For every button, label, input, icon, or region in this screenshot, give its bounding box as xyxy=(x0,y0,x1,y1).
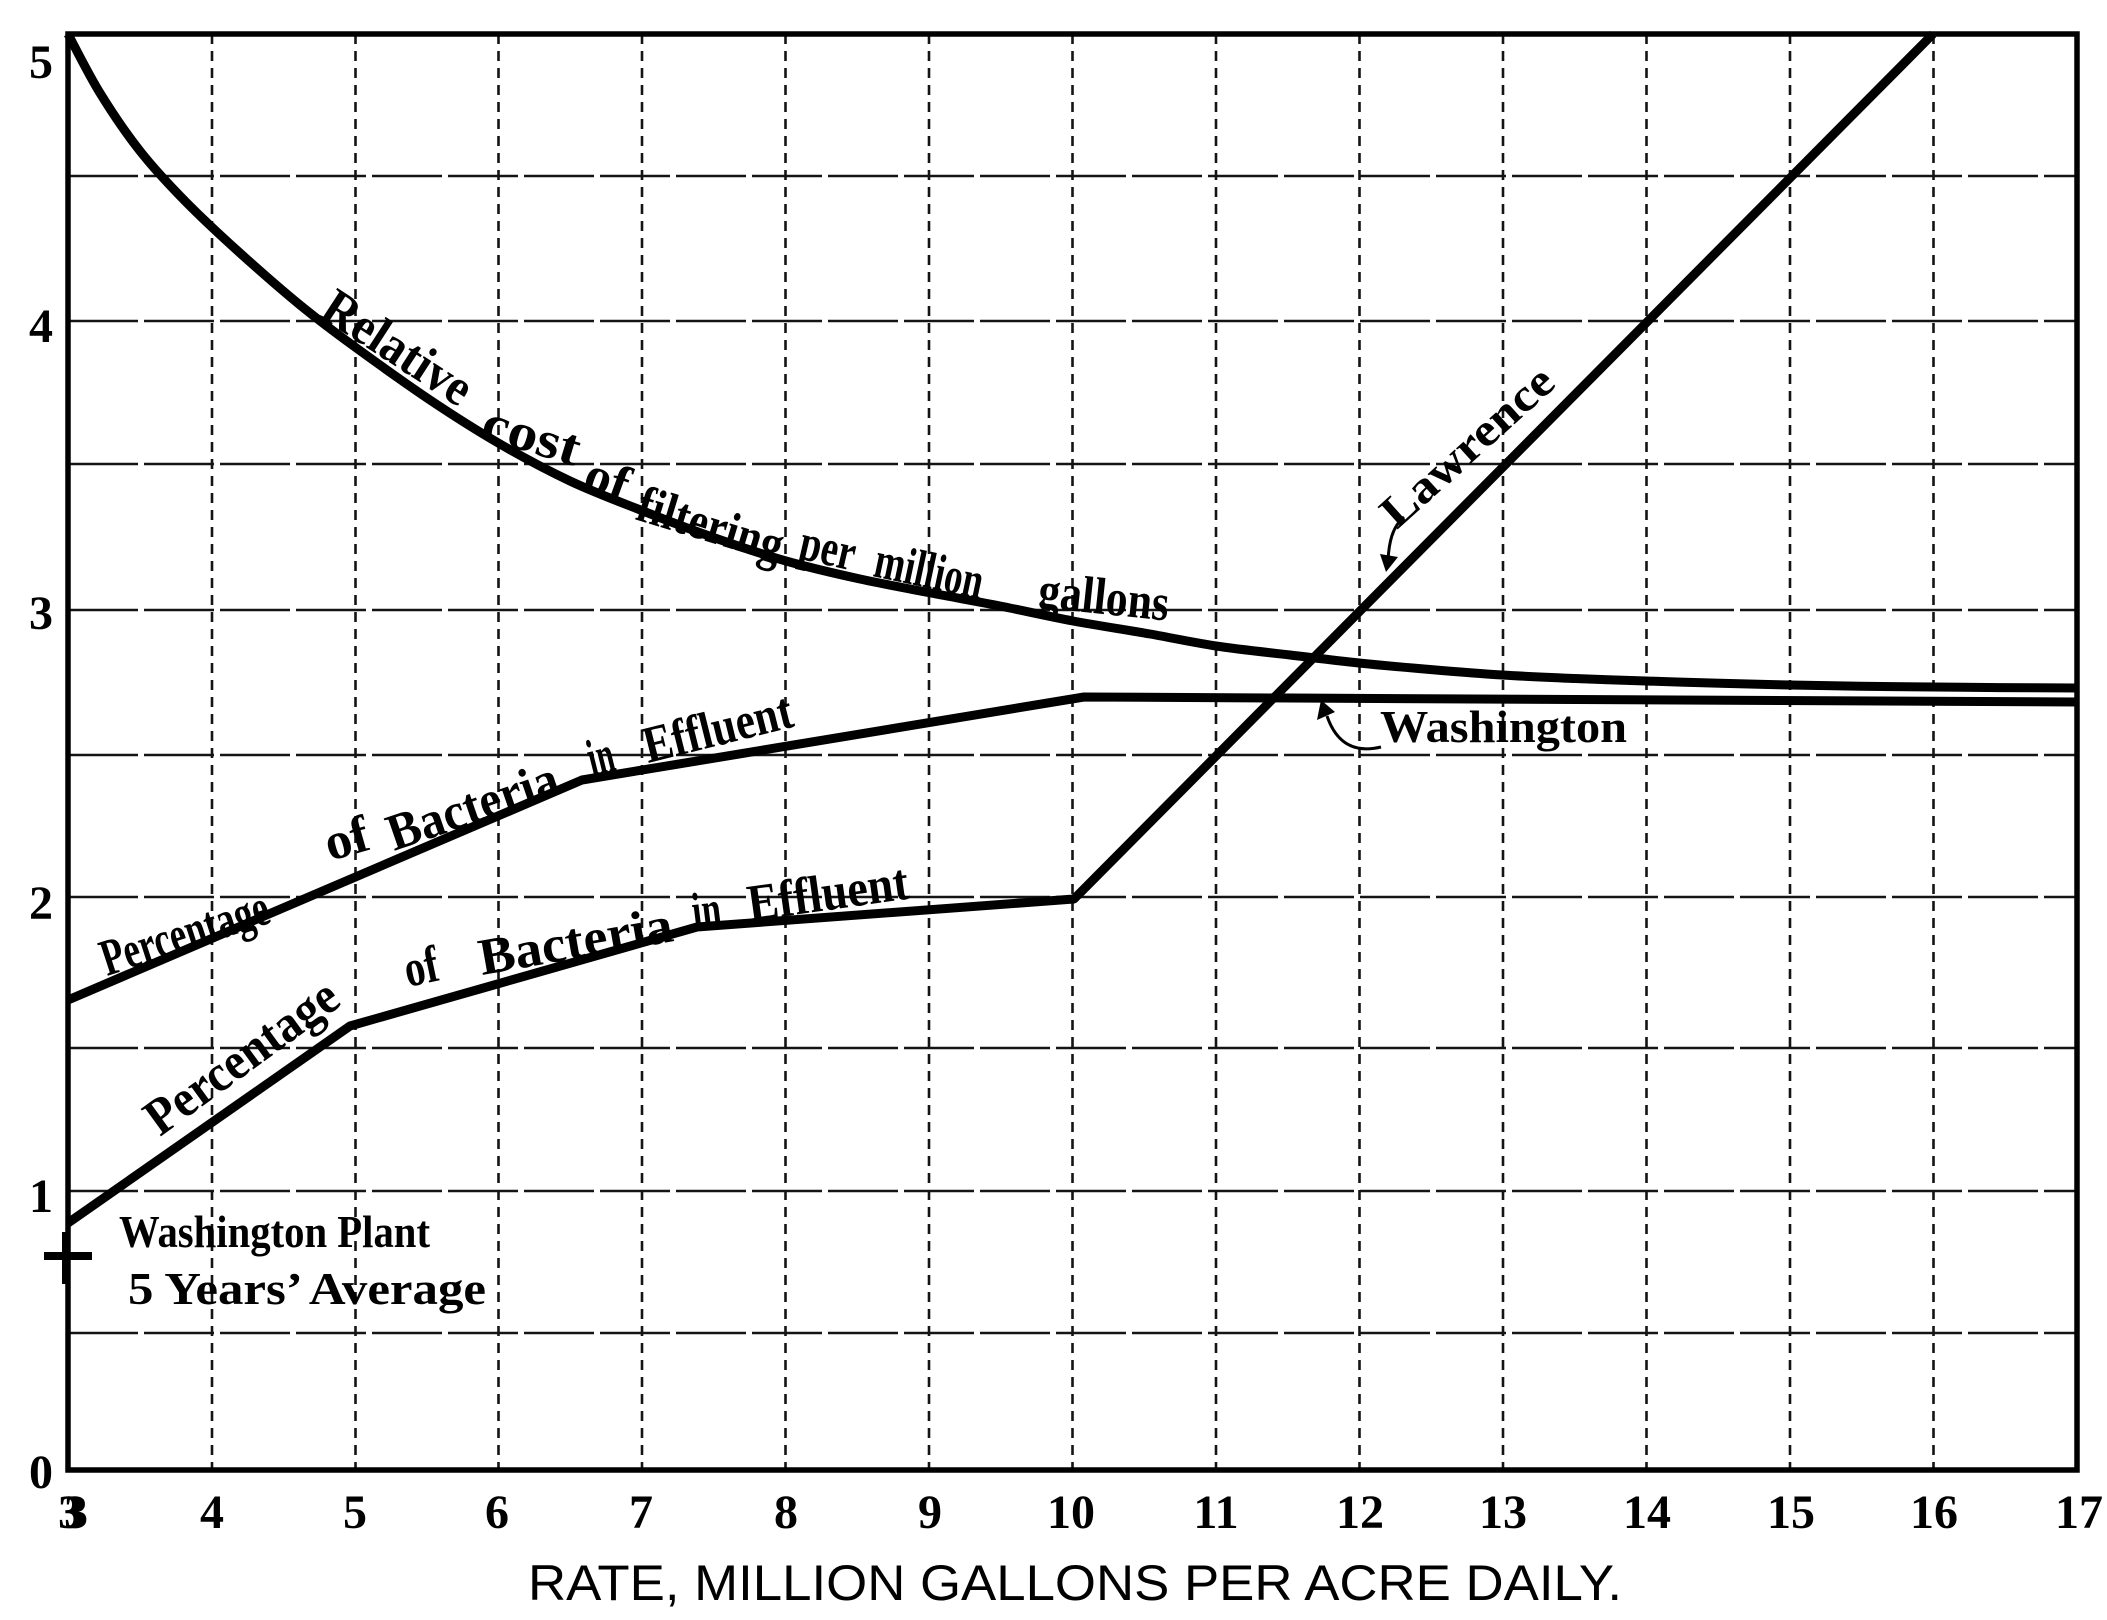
svg-text:Washington: Washington xyxy=(1380,701,1627,752)
svg-text:5: 5 xyxy=(343,1486,367,1539)
svg-text:10: 10 xyxy=(1047,1486,1095,1539)
svg-text:4: 4 xyxy=(200,1486,224,1539)
svg-text:0: 0 xyxy=(29,1446,53,1499)
svg-text:12: 12 xyxy=(1336,1486,1384,1539)
svg-text:Washington Plant: Washington Plant xyxy=(119,1206,431,1257)
svg-text:1: 1 xyxy=(29,1170,53,1223)
svg-text:gallons: gallons xyxy=(1036,562,1172,632)
svg-text:9: 9 xyxy=(918,1486,942,1539)
svg-text:17: 17 xyxy=(2055,1486,2103,1539)
svg-text:7: 7 xyxy=(629,1486,653,1539)
svg-text:16: 16 xyxy=(1910,1486,1958,1539)
svg-text:3: 3 xyxy=(29,587,53,640)
svg-text:5: 5 xyxy=(29,36,53,89)
svg-text:11: 11 xyxy=(1193,1486,1238,1539)
svg-text:4: 4 xyxy=(29,300,53,353)
svg-text:5 Years’ Average: 5 Years’ Average xyxy=(128,1263,486,1314)
svg-text:RATE, MILLION GALLONS PER ACRE: RATE, MILLION GALLONS PER ACRE DAILY. xyxy=(528,1555,1622,1611)
svg-text:8: 8 xyxy=(774,1486,798,1539)
svg-text:in: in xyxy=(689,881,725,941)
svg-text:15: 15 xyxy=(1767,1486,1815,1539)
svg-text:6: 6 xyxy=(485,1486,509,1539)
svg-text:13: 13 xyxy=(1479,1486,1527,1539)
svg-text:3: 3 xyxy=(58,1486,82,1539)
svg-text:2: 2 xyxy=(29,877,53,930)
svg-text:14: 14 xyxy=(1623,1486,1671,1539)
svg-text:3: 3 xyxy=(64,1486,88,1539)
svg-text:per: per xyxy=(794,514,861,582)
